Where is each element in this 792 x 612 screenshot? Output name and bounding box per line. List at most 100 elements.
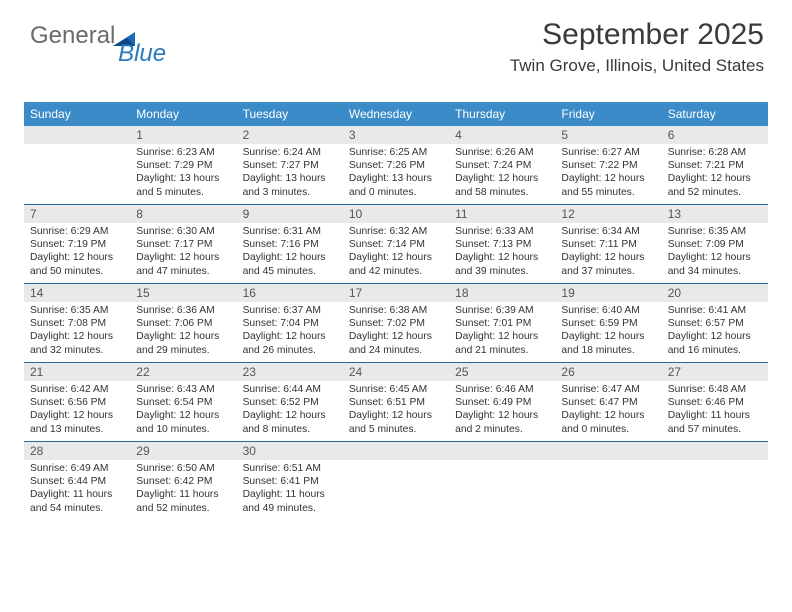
sunrise-text: Sunrise: 6:23 AM xyxy=(136,146,230,159)
calendar-cell: 5Sunrise: 6:27 AMSunset: 7:22 PMDaylight… xyxy=(555,126,661,204)
day-header-row: Sunday Monday Tuesday Wednesday Thursday… xyxy=(24,102,768,126)
cell-body: Sunrise: 6:35 AMSunset: 7:09 PMDaylight:… xyxy=(662,223,768,282)
calendar-cell: 11Sunrise: 6:33 AMSunset: 7:13 PMDayligh… xyxy=(449,205,555,283)
sunrise-text: Sunrise: 6:28 AM xyxy=(668,146,762,159)
sunset-text: Sunset: 6:49 PM xyxy=(455,396,549,409)
calendar-cell: 8Sunrise: 6:30 AMSunset: 7:17 PMDaylight… xyxy=(130,205,236,283)
day-number: 11 xyxy=(449,205,555,223)
sunset-text: Sunset: 6:59 PM xyxy=(561,317,655,330)
calendar-week: 7Sunrise: 6:29 AMSunset: 7:19 PMDaylight… xyxy=(24,204,768,283)
sunset-text: Sunset: 7:22 PM xyxy=(561,159,655,172)
calendar-cell: 25Sunrise: 6:46 AMSunset: 6:49 PMDayligh… xyxy=(449,363,555,441)
sunset-text: Sunset: 7:02 PM xyxy=(349,317,443,330)
calendar-cell: 4Sunrise: 6:26 AMSunset: 7:24 PMDaylight… xyxy=(449,126,555,204)
cell-body: Sunrise: 6:43 AMSunset: 6:54 PMDaylight:… xyxy=(130,381,236,440)
calendar-cell: 27Sunrise: 6:48 AMSunset: 6:46 PMDayligh… xyxy=(662,363,768,441)
day-number xyxy=(555,442,661,460)
sunrise-text: Sunrise: 6:32 AM xyxy=(349,225,443,238)
daylight-text: Daylight: 13 hours and 3 minutes. xyxy=(243,172,337,198)
day-number: 15 xyxy=(130,284,236,302)
calendar-cell: 28Sunrise: 6:49 AMSunset: 6:44 PMDayligh… xyxy=(24,442,130,520)
sunset-text: Sunset: 7:21 PM xyxy=(668,159,762,172)
cell-body: Sunrise: 6:51 AMSunset: 6:41 PMDaylight:… xyxy=(237,460,343,519)
day-number: 12 xyxy=(555,205,661,223)
calendar-cell: 6Sunrise: 6:28 AMSunset: 7:21 PMDaylight… xyxy=(662,126,768,204)
calendar-cell: 30Sunrise: 6:51 AMSunset: 6:41 PMDayligh… xyxy=(237,442,343,520)
sunset-text: Sunset: 7:24 PM xyxy=(455,159,549,172)
day-number: 17 xyxy=(343,284,449,302)
calendar-cell: 15Sunrise: 6:36 AMSunset: 7:06 PMDayligh… xyxy=(130,284,236,362)
cell-body: Sunrise: 6:37 AMSunset: 7:04 PMDaylight:… xyxy=(237,302,343,361)
sunset-text: Sunset: 6:56 PM xyxy=(30,396,124,409)
day-number: 4 xyxy=(449,126,555,144)
sunrise-text: Sunrise: 6:41 AM xyxy=(668,304,762,317)
day-number: 14 xyxy=(24,284,130,302)
cell-body: Sunrise: 6:48 AMSunset: 6:46 PMDaylight:… xyxy=(662,381,768,440)
day-number: 2 xyxy=(237,126,343,144)
sunset-text: Sunset: 6:44 PM xyxy=(30,475,124,488)
calendar-cell xyxy=(662,442,768,520)
sunrise-text: Sunrise: 6:46 AM xyxy=(455,383,549,396)
cell-body: Sunrise: 6:34 AMSunset: 7:11 PMDaylight:… xyxy=(555,223,661,282)
daylight-text: Daylight: 13 hours and 5 minutes. xyxy=(136,172,230,198)
calendar-cell: 26Sunrise: 6:47 AMSunset: 6:47 PMDayligh… xyxy=(555,363,661,441)
calendar-week: 14Sunrise: 6:35 AMSunset: 7:08 PMDayligh… xyxy=(24,283,768,362)
sunrise-text: Sunrise: 6:35 AM xyxy=(30,304,124,317)
cell-body: Sunrise: 6:45 AMSunset: 6:51 PMDaylight:… xyxy=(343,381,449,440)
day-number: 26 xyxy=(555,363,661,381)
day-number: 8 xyxy=(130,205,236,223)
calendar-cell: 19Sunrise: 6:40 AMSunset: 6:59 PMDayligh… xyxy=(555,284,661,362)
day-number: 9 xyxy=(237,205,343,223)
day-number xyxy=(662,442,768,460)
daylight-text: Daylight: 12 hours and 39 minutes. xyxy=(455,251,549,277)
month-title: September 2025 xyxy=(510,18,764,52)
sunset-text: Sunset: 7:19 PM xyxy=(30,238,124,251)
daylight-text: Daylight: 12 hours and 26 minutes. xyxy=(243,330,337,356)
calendar-cell: 1Sunrise: 6:23 AMSunset: 7:29 PMDaylight… xyxy=(130,126,236,204)
calendar: Sunday Monday Tuesday Wednesday Thursday… xyxy=(24,102,768,520)
day-header-monday: Monday xyxy=(130,102,236,126)
day-number xyxy=(449,442,555,460)
day-number: 24 xyxy=(343,363,449,381)
sunset-text: Sunset: 6:41 PM xyxy=(243,475,337,488)
cell-body: Sunrise: 6:30 AMSunset: 7:17 PMDaylight:… xyxy=(130,223,236,282)
calendar-week: 21Sunrise: 6:42 AMSunset: 6:56 PMDayligh… xyxy=(24,362,768,441)
sunrise-text: Sunrise: 6:43 AM xyxy=(136,383,230,396)
day-number: 30 xyxy=(237,442,343,460)
logo-text-blue: Blue xyxy=(118,40,166,67)
sunrise-text: Sunrise: 6:38 AM xyxy=(349,304,443,317)
sunrise-text: Sunrise: 6:47 AM xyxy=(561,383,655,396)
day-header-saturday: Saturday xyxy=(662,102,768,126)
day-number: 23 xyxy=(237,363,343,381)
day-number xyxy=(343,442,449,460)
cell-body: Sunrise: 6:31 AMSunset: 7:16 PMDaylight:… xyxy=(237,223,343,282)
daylight-text: Daylight: 12 hours and 16 minutes. xyxy=(668,330,762,356)
day-number xyxy=(24,126,130,144)
sunset-text: Sunset: 7:11 PM xyxy=(561,238,655,251)
sunrise-text: Sunrise: 6:31 AM xyxy=(243,225,337,238)
daylight-text: Daylight: 12 hours and 37 minutes. xyxy=(561,251,655,277)
sunset-text: Sunset: 7:29 PM xyxy=(136,159,230,172)
cell-body: Sunrise: 6:40 AMSunset: 6:59 PMDaylight:… xyxy=(555,302,661,361)
calendar-cell: 16Sunrise: 6:37 AMSunset: 7:04 PMDayligh… xyxy=(237,284,343,362)
calendar-cell: 13Sunrise: 6:35 AMSunset: 7:09 PMDayligh… xyxy=(662,205,768,283)
daylight-text: Daylight: 11 hours and 54 minutes. xyxy=(30,488,124,514)
daylight-text: Daylight: 12 hours and 18 minutes. xyxy=(561,330,655,356)
sunset-text: Sunset: 6:42 PM xyxy=(136,475,230,488)
calendar-cell xyxy=(343,442,449,520)
cell-body: Sunrise: 6:32 AMSunset: 7:14 PMDaylight:… xyxy=(343,223,449,282)
sunset-text: Sunset: 7:26 PM xyxy=(349,159,443,172)
sunrise-text: Sunrise: 6:45 AM xyxy=(349,383,443,396)
sunset-text: Sunset: 7:06 PM xyxy=(136,317,230,330)
sunrise-text: Sunrise: 6:36 AM xyxy=(136,304,230,317)
day-header-wednesday: Wednesday xyxy=(343,102,449,126)
sunrise-text: Sunrise: 6:44 AM xyxy=(243,383,337,396)
sunrise-text: Sunrise: 6:42 AM xyxy=(30,383,124,396)
day-header-tuesday: Tuesday xyxy=(237,102,343,126)
cell-body: Sunrise: 6:33 AMSunset: 7:13 PMDaylight:… xyxy=(449,223,555,282)
cell-body: Sunrise: 6:24 AMSunset: 7:27 PMDaylight:… xyxy=(237,144,343,203)
day-number: 3 xyxy=(343,126,449,144)
location: Twin Grove, Illinois, United States xyxy=(510,56,764,76)
daylight-text: Daylight: 13 hours and 0 minutes. xyxy=(349,172,443,198)
calendar-cell xyxy=(449,442,555,520)
